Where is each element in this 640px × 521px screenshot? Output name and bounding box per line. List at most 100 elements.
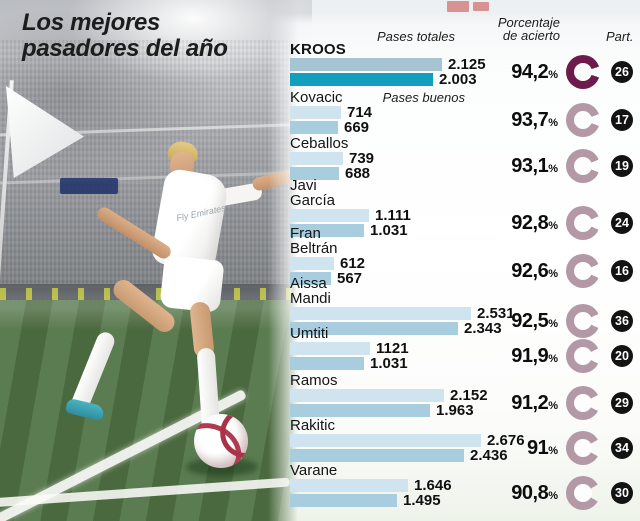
pases-totales-value: 714 — [347, 104, 373, 121]
pases-totales-value: 612 — [340, 255, 366, 272]
pases-totales-value: 2.676 — [487, 432, 525, 449]
participations-badge: 20 — [611, 345, 633, 367]
player-name: Aissa Mandi — [290, 275, 331, 307]
accuracy-percent: 91,2% — [511, 391, 558, 414]
player-name: Kovacic — [290, 89, 343, 106]
accuracy-percent: 92,6% — [511, 259, 558, 282]
pases-totales-value: 739 — [349, 150, 375, 167]
player-row: Ramos 2.152 1.963 91,2% 29 — [285, 372, 640, 420]
accuracy-percent: 93,1% — [511, 154, 558, 177]
participations-badge: 34 — [611, 437, 633, 459]
bar-pases-totales — [290, 257, 334, 270]
bar-pases-buenos — [290, 404, 430, 417]
pases-buenos-value: 1.031 — [370, 355, 408, 372]
player-row: Fran Beltrán 612 567 92,6% 16 — [285, 225, 640, 288]
crowd-texture — [0, 40, 312, 310]
accuracy-percent: 90,8% — [511, 481, 558, 504]
bar-pases-totales — [290, 342, 370, 355]
bar-pases-buenos — [290, 73, 433, 86]
participations-badge: 16 — [611, 260, 633, 282]
legend-pases-totales: Pases totales — [376, 29, 455, 44]
legend-pases-buenos: Pases buenos — [382, 90, 465, 105]
bar-pases-totales — [290, 209, 369, 222]
accuracy-ring — [566, 206, 600, 240]
accuracy-percent: 92,8% — [511, 211, 558, 234]
bar-pases-totales — [290, 106, 341, 119]
player-row: Ceballos 739 688 93,1% 19 — [285, 135, 640, 183]
scoreboard-red — [447, 1, 469, 12]
scoreboard-red — [473, 2, 489, 11]
accuracy-ring — [566, 103, 600, 137]
bar-pases-totales — [290, 389, 444, 402]
pases-totales-value: 1.646 — [414, 477, 452, 494]
accuracy-ring — [566, 476, 600, 510]
accuracy-percent: 91,9% — [511, 344, 558, 367]
accuracy-ring — [566, 55, 600, 89]
title-line1: Los mejores — [22, 9, 161, 36]
bar-pases-buenos — [290, 357, 364, 370]
accuracy-ring — [566, 386, 600, 420]
bar-pases-buenos — [290, 272, 331, 285]
football — [194, 414, 248, 468]
pases-totales-value: 1121 — [376, 340, 409, 357]
accuracy-ring — [566, 254, 600, 288]
accuracy-ring — [566, 431, 600, 465]
pases-buenos-value: 2.343 — [464, 320, 502, 337]
player-name: Javi García — [290, 177, 336, 209]
player-row: Varane 1.646 1.495 90,8% 30 — [285, 462, 640, 510]
player-name: Ceballos — [290, 135, 349, 152]
bar-pases-totales — [290, 58, 442, 71]
pases-buenos-value: 669 — [344, 119, 370, 136]
stewards-row — [0, 288, 312, 300]
player-row: KROOS 2.125 2.003 94,2% 26 — [285, 41, 640, 89]
accuracy-percent: 92,5% — [511, 309, 558, 332]
pases-buenos-value: 2.436 — [470, 447, 508, 464]
accuracy-ring — [566, 339, 600, 373]
pases-totales-value: 2.152 — [450, 387, 488, 404]
pases-buenos-value: 1.495 — [403, 492, 441, 509]
bar-pases-buenos — [290, 167, 339, 180]
player-name: Rakitic — [290, 417, 336, 434]
accuracy-ring — [566, 149, 600, 183]
bar-pases-buenos — [290, 449, 464, 462]
player-name: Varane — [290, 462, 338, 479]
bar-pases-totales — [290, 152, 343, 165]
accuracy-ring — [566, 304, 600, 338]
player-row: Rakitic 2.676 2.436 91% 34 — [285, 417, 640, 465]
accuracy-percent: 93,7% — [511, 108, 558, 131]
accuracy-percent: 91% — [526, 436, 558, 459]
bar-pases-buenos — [290, 494, 397, 507]
column-header-part: Part. — [606, 29, 634, 44]
pases-buenos-value: 688 — [345, 165, 371, 182]
participations-badge: 29 — [611, 392, 633, 414]
player-row: Umtiti 1121 1.031 91,9% 20 — [285, 325, 640, 373]
participations-badge: 17 — [611, 109, 633, 131]
pases-totales-value: 2.125 — [448, 56, 486, 73]
accuracy-percent: 94,2% — [511, 60, 558, 83]
stadium-photo: Fly Emirates 8 — [0, 0, 312, 521]
participations-badge: 24 — [611, 212, 633, 234]
bar-pases-buenos — [290, 322, 458, 335]
pases-totales-value: 1.111 — [375, 207, 411, 224]
bar-pases-totales — [290, 434, 481, 447]
player-name: KROOS — [290, 41, 347, 58]
pases-buenos-value: 2.003 — [439, 71, 477, 88]
player-name: Ramos — [290, 372, 338, 389]
participations-badge: 30 — [611, 482, 633, 504]
bar-pases-buenos — [290, 121, 338, 134]
pases-buenos-value: 1.963 — [436, 402, 474, 419]
pases-totales-value: 2.531 — [477, 305, 515, 322]
bar-pases-buenos — [290, 224, 364, 237]
player-row: Aissa Mandi 2.531 2.343 92,5% 36 — [285, 275, 640, 338]
bar-pases-totales — [290, 307, 471, 320]
participations-badge: 19 — [611, 155, 633, 177]
player-name: Fran Beltrán — [290, 225, 338, 257]
player-row: Kovacic 714 669 93,7% 17 — [285, 89, 640, 137]
passers-chart: Pases totales Pases buenos Porcentaje de… — [285, 0, 640, 521]
ad-board — [60, 178, 118, 194]
title-line2: pasadores del año — [22, 35, 228, 62]
page-title: Los mejores pasadores del año — [22, 10, 228, 62]
column-header-porcentaje: Porcentaje de acierto — [497, 15, 560, 43]
player-name: Umtiti — [290, 325, 329, 342]
pases-buenos-value: 567 — [337, 270, 363, 287]
